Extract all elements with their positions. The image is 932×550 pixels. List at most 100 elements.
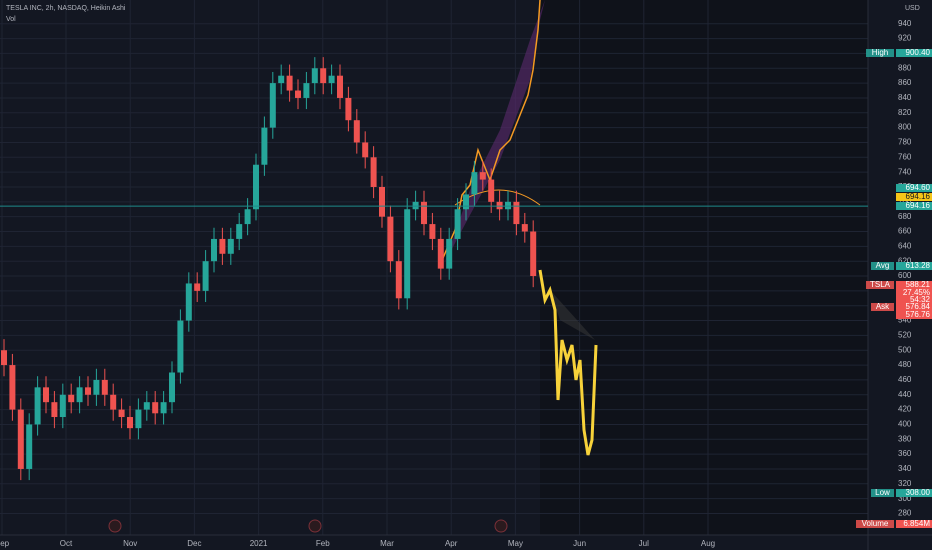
candle-body bbox=[488, 179, 495, 202]
candles bbox=[1, 57, 537, 481]
forecast-line bbox=[439, 0, 541, 266]
candle-body bbox=[261, 127, 268, 165]
earnings-marker bbox=[494, 519, 508, 533]
candle-body bbox=[328, 75, 335, 84]
candle-body bbox=[59, 394, 66, 418]
price-badge-name bbox=[866, 49, 894, 57]
candle-body bbox=[110, 394, 117, 410]
price-badge-value: 27.45% bbox=[903, 288, 930, 297]
y-tick-label: 460 bbox=[898, 375, 912, 384]
y-tick-label: 400 bbox=[898, 420, 912, 429]
candle-body bbox=[211, 238, 217, 262]
candle-body bbox=[412, 201, 419, 210]
y-tick-label: 940 bbox=[898, 19, 912, 28]
earnings-marker bbox=[108, 519, 122, 533]
price-badge-value: 694.16 bbox=[906, 192, 931, 201]
price-badge-name-text: Volume bbox=[862, 519, 889, 528]
candle-body bbox=[51, 402, 58, 418]
earnings-markers bbox=[108, 519, 508, 533]
axis: 280 300 320 340 360 380 400 420 440 460 480 500 520 5… bbox=[0, 19, 932, 548]
price-badge-value: 694.60 bbox=[906, 183, 931, 192]
candle-body bbox=[311, 68, 318, 84]
price-badge-value: 588.21 bbox=[906, 280, 931, 289]
y-tick-label: 300 bbox=[898, 494, 912, 503]
x-tick-label: Dec bbox=[187, 539, 201, 548]
y-tick-label: 380 bbox=[898, 434, 912, 443]
candle-body bbox=[160, 402, 167, 414]
y-tick-label: 540 bbox=[898, 316, 912, 325]
candle-body bbox=[227, 238, 234, 254]
x-tick-label: 2021 bbox=[250, 539, 268, 548]
y-tick-label: 620 bbox=[898, 256, 912, 265]
price-badge bbox=[896, 281, 932, 289]
candle-body bbox=[395, 261, 402, 299]
forecast-fill bbox=[550, 290, 595, 340]
price-badge-name bbox=[866, 281, 894, 289]
price-badge bbox=[896, 303, 932, 311]
price-badge bbox=[896, 311, 932, 319]
future-area bbox=[540, 0, 868, 535]
candle-body bbox=[370, 157, 377, 187]
price-badge-value: 900.40 bbox=[906, 48, 931, 57]
candle-body bbox=[295, 90, 301, 98]
candle-body bbox=[337, 75, 343, 98]
price-badge-name-text: Avg bbox=[876, 261, 890, 270]
price-badge-name bbox=[871, 489, 894, 497]
candle-body bbox=[244, 209, 251, 225]
price-badge-value: 54:32 bbox=[910, 295, 931, 304]
candle-body bbox=[26, 424, 33, 469]
candle-body bbox=[143, 402, 150, 410]
price-badge bbox=[896, 193, 932, 201]
price-badge bbox=[896, 296, 932, 304]
candle-body bbox=[118, 409, 125, 418]
candle-body bbox=[353, 120, 360, 143]
price-badge-name bbox=[871, 262, 894, 270]
candle-body bbox=[446, 238, 453, 269]
candle-body bbox=[202, 261, 209, 291]
y-tick-label: 360 bbox=[898, 449, 912, 458]
price-badge-value: 576.84 bbox=[906, 302, 931, 311]
y-tick-label: 480 bbox=[898, 360, 912, 369]
candle-body bbox=[177, 320, 184, 373]
grid bbox=[0, 0, 868, 535]
x-tick-label: Oct bbox=[60, 539, 73, 548]
candle-body bbox=[269, 83, 276, 128]
price-badge-value: 6.854M bbox=[903, 519, 930, 528]
price-badge bbox=[896, 489, 932, 497]
candle-body bbox=[236, 224, 243, 239]
candle-body bbox=[521, 224, 528, 232]
candle-body bbox=[362, 142, 369, 158]
y-tick-label: 760 bbox=[898, 152, 912, 161]
x-tick-label: Nov bbox=[123, 539, 137, 548]
x-tick-label: Aug bbox=[701, 539, 715, 548]
candle-body bbox=[9, 365, 16, 410]
y-tick-label: 840 bbox=[898, 93, 912, 102]
candle-body bbox=[496, 201, 503, 210]
candle-body bbox=[43, 387, 49, 403]
candle-body bbox=[127, 417, 133, 429]
price-badge-name-text: Ask bbox=[876, 302, 890, 311]
volume-label: Vol bbox=[6, 16, 16, 23]
y-tick-label: 320 bbox=[898, 479, 912, 488]
candle-body bbox=[253, 164, 259, 210]
chart-title: TESLA INC, 2h, NASDAQ, Heikin Ashi bbox=[6, 5, 126, 12]
candle-body bbox=[93, 379, 100, 395]
candle-body bbox=[463, 194, 469, 210]
candle-body bbox=[286, 75, 293, 91]
y-tick-label: 780 bbox=[898, 138, 912, 147]
candle-body bbox=[379, 186, 385, 217]
price-badge-value: 694.16 bbox=[906, 201, 931, 210]
candle-body bbox=[34, 387, 41, 425]
candle-body bbox=[101, 379, 108, 395]
candle-body bbox=[505, 201, 511, 210]
candle-body bbox=[479, 172, 486, 180]
x-tick-label: Jul bbox=[639, 539, 649, 548]
x-tick-label: Feb bbox=[316, 539, 330, 548]
candle-body bbox=[437, 238, 444, 269]
y-tick-label: 680 bbox=[898, 212, 912, 221]
y-tick-label: 340 bbox=[898, 464, 912, 473]
y-tick-label: 800 bbox=[898, 123, 912, 132]
y-tick-label: 420 bbox=[898, 405, 912, 414]
candle-body bbox=[471, 172, 478, 195]
candle-body bbox=[513, 201, 520, 225]
